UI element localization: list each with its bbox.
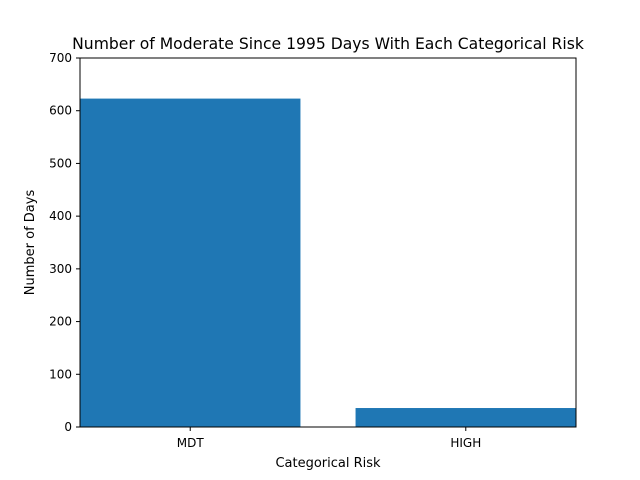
y-axis-ticks: 0 100 200 300 400 500 600 700 bbox=[49, 51, 80, 434]
y-tick-label: 600 bbox=[49, 104, 72, 118]
x-axis-ticks: MDT HIGH bbox=[177, 427, 481, 450]
y-tick-label: 700 bbox=[49, 51, 72, 65]
y-axis-label: Number of Days bbox=[23, 190, 38, 296]
y-tick-label: 300 bbox=[49, 262, 72, 276]
y-tick-label: 0 bbox=[64, 420, 72, 434]
x-axis-label: Categorical Risk bbox=[275, 456, 381, 471]
x-tick-label: MDT bbox=[177, 436, 205, 450]
plot-frame bbox=[79, 57, 577, 428]
bars-group bbox=[80, 98, 576, 427]
y-tick-label: 200 bbox=[49, 315, 72, 329]
chart-title: Number of Moderate Since 1995 Days With … bbox=[72, 35, 584, 53]
bar-high bbox=[355, 408, 576, 427]
bar-mdt bbox=[80, 98, 301, 427]
y-tick-label: 100 bbox=[49, 367, 72, 381]
y-tick-label: 500 bbox=[49, 156, 72, 170]
y-tick-label: 400 bbox=[49, 209, 72, 223]
x-tick-label: HIGH bbox=[450, 436, 481, 450]
